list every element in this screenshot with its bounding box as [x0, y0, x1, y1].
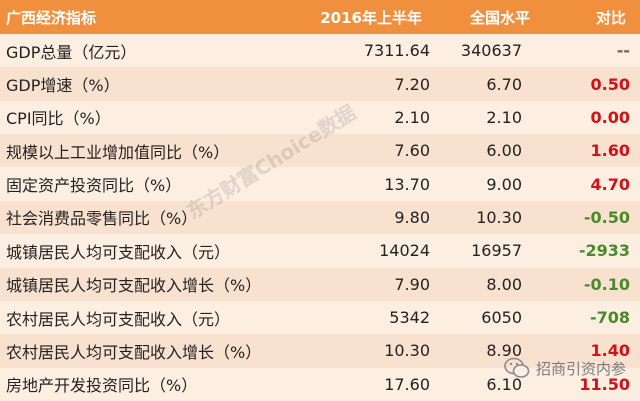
table-cell: 房地产开发投资同比（%）: [6, 376, 198, 396]
table-cell: 7.20: [394, 74, 430, 94]
table-row: GDP总量（亿元） 7311.64 340637 --: [0, 34, 640, 68]
header-cell: 2016年上半年: [320, 8, 422, 27]
table-cell: CPI同比（%）: [6, 109, 111, 129]
table-cell: 城镇居民人均可支配收入（元）: [6, 242, 231, 262]
table-cell: 8.90: [486, 341, 522, 361]
table-cell: --: [616, 41, 630, 61]
table-cell: 10.30: [476, 207, 522, 227]
header-cell: 广西经济指标: [6, 8, 97, 27]
table-cell: 9.00: [486, 174, 522, 194]
table-cell: 0.00: [590, 107, 630, 127]
wechat-icon: [504, 357, 530, 378]
table-cell: 14024: [379, 241, 430, 261]
table-cell: 1.40: [590, 341, 630, 361]
table-cell: 16957: [471, 241, 522, 261]
table-cell: 7.90: [394, 274, 430, 294]
table-cell: -0.50: [583, 207, 630, 227]
table-row: 城镇居民人均可支配收入增长（%） 7.90 8.00 -0.10: [0, 267, 640, 301]
table-cell: 9.80: [394, 207, 430, 227]
table-cell: 17.60: [384, 374, 430, 394]
table-cell: 6050: [481, 308, 522, 328]
table-cell: 2.10: [486, 107, 522, 127]
table-cell: 7.60: [394, 141, 430, 161]
table-cell: 城镇居民人均可支配收入增长（%）: [6, 276, 262, 296]
table-cell: 4.70: [590, 174, 630, 194]
table-cell: 8.00: [486, 274, 522, 294]
table-cell: 社会消费品零售同比（%）: [6, 209, 198, 229]
brand: 招商引资内参: [504, 357, 626, 379]
table-row: 房地产开发投资同比（%） 17.60 6.10 11.50: [0, 367, 640, 401]
table-row: 固定资产投资同比（%） 13.70 9.00 4.70: [0, 167, 640, 201]
header-row: 广西经济指标 2016年上半年 全国水平 对比: [0, 0, 640, 34]
table-cell: 0.50: [590, 74, 630, 94]
table-cell: 规模以上工业增加值同比（%）: [6, 142, 230, 162]
table-cell: 农村居民人均可支配收入增长（%）: [6, 342, 262, 362]
table-cell: GDP总量（亿元）: [6, 42, 137, 62]
table-row: CPI同比（%） 2.10 2.10 0.00: [0, 100, 640, 135]
header-cell: 对比: [595, 8, 626, 27]
table-cell: 11.50: [579, 374, 630, 394]
table-cell: 13.70: [384, 174, 430, 194]
table-row: 社会消费品零售同比（%） 9.80 10.30 -0.50: [0, 200, 640, 235]
table-cell: 固定资产投资同比（%）: [6, 176, 182, 196]
table-cell: 1.60: [590, 141, 630, 161]
table-cell: 农村居民人均可支配收入（元）: [6, 309, 231, 329]
brand-text: 招商引资内参: [535, 359, 626, 378]
table-row: 规模以上工业增加值同比（%） 7.60 6.00 1.60: [0, 134, 640, 168]
table-row: GDP增速（%） 7.20 6.70 0.50: [0, 67, 640, 101]
table-row: 城镇居民人均可支配收入（元） 14024 16957 -2933: [0, 234, 640, 268]
table-cell: 5342: [389, 308, 430, 328]
table-cell: GDP增速（%）: [6, 76, 120, 96]
header-cell: 全国水平: [469, 8, 530, 27]
table-cell: 6.70: [486, 74, 522, 94]
table-cell: 7311.64: [363, 41, 430, 61]
table-cell: 6.10: [486, 374, 522, 394]
table-row: 农村居民人均可支配收入增长（%） 10.30 8.90 1.40: [0, 334, 640, 368]
table-row: 农村居民人均可支配收入（元） 5342 6050 -708: [0, 300, 640, 335]
table-cell: -708: [589, 308, 630, 328]
table-cell: 10.30: [384, 341, 430, 361]
table-cell: -2933: [578, 241, 630, 261]
table-cell: -0.10: [583, 274, 630, 294]
table-cell: 6.00: [486, 141, 522, 161]
table-cell: 2.10: [394, 107, 430, 127]
table-cell: 340637: [460, 41, 522, 61]
